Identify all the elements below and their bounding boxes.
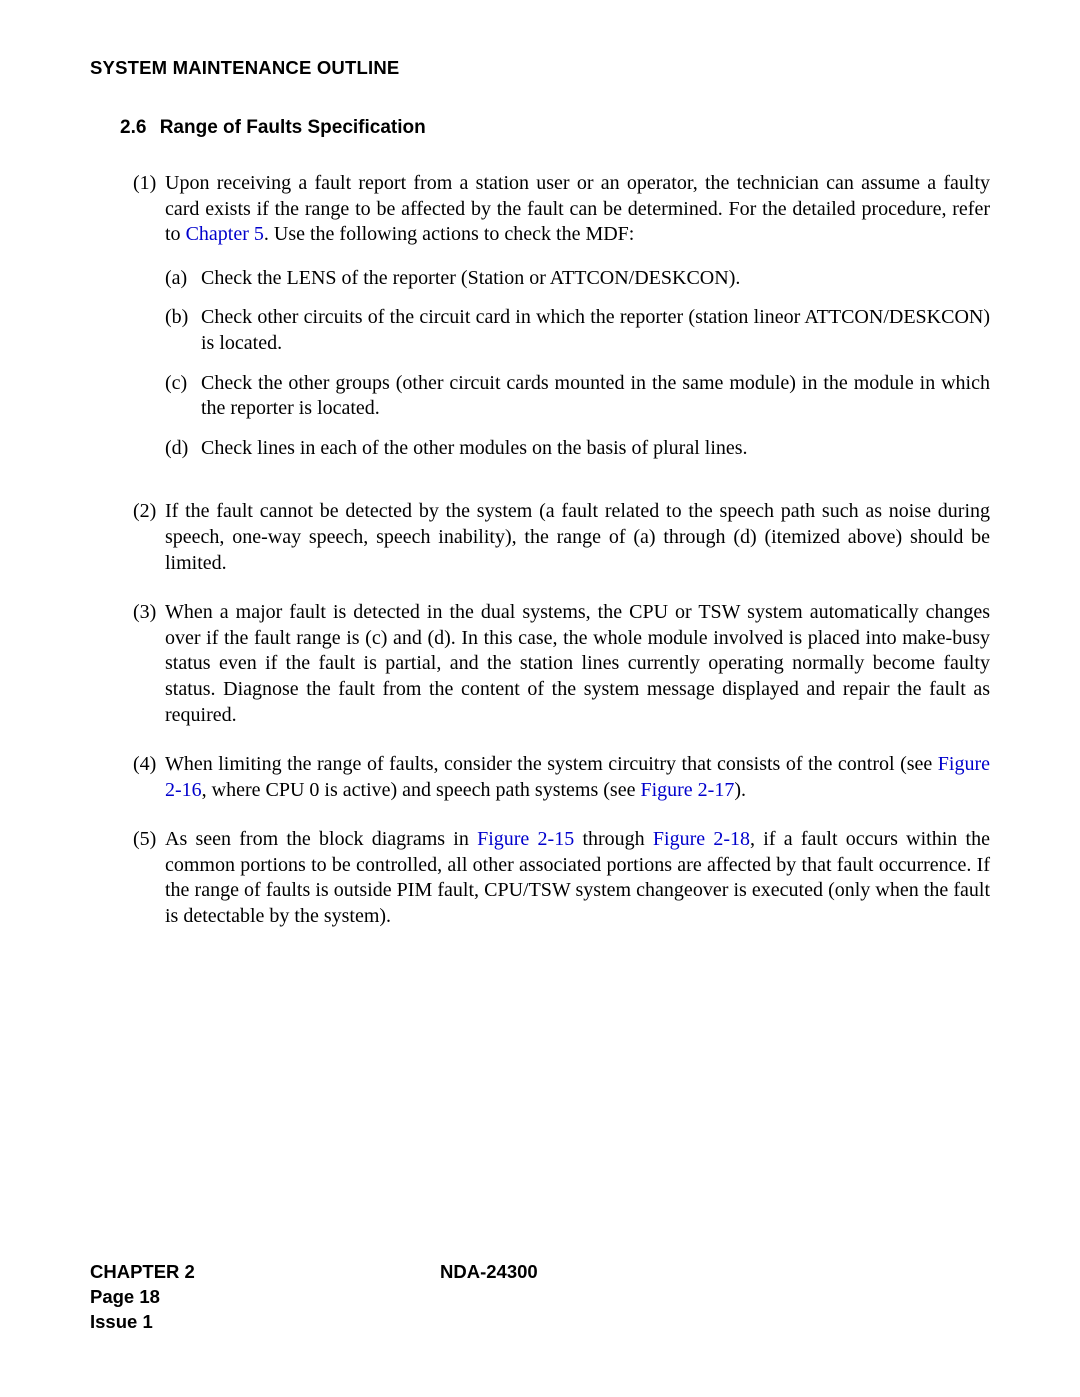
item-letter: (b) [165,305,201,356]
list-item: (3) When a major fault is detected in th… [133,600,990,728]
list-item: (d) Check lines in each of the other mod… [165,436,990,462]
cross-ref-link[interactable]: Chapter 5 [186,223,264,245]
list-item: (c) Check the other groups (other circui… [165,371,990,422]
list-item: (4) When limiting the range of faults, c… [133,752,990,803]
item-number: (1) [133,171,165,475]
footer-page: Page 18 [90,1285,990,1310]
text-run: , where CPU 0 is active) and speech path… [202,779,641,801]
alpha-list: (a) Check the LENS of the reporter (Stat… [165,266,990,462]
text-run: As seen from the block diagrams in [165,828,477,850]
item-text: When a major fault is detected in the du… [165,600,990,728]
section-heading: 2.6 Range of Faults Specification [120,117,990,139]
item-number: (3) [133,600,165,728]
item-number: (4) [133,752,165,803]
list-item: (1) Upon receiving a fault report from a… [133,171,990,475]
item-text: As seen from the block diagrams in Figur… [165,827,990,929]
item-text: If the fault cannot be detected by the s… [165,499,990,576]
document-page: SYSTEM MAINTENANCE OUTLINE 2.6 Range of … [0,0,1080,1397]
footer-issue: Issue 1 [90,1310,990,1335]
item-letter: (d) [165,436,201,462]
cross-ref-link[interactable]: Figure 2-15 [477,828,574,850]
item-letter: (a) [165,266,201,292]
footer-doc-id: NDA-24300 [440,1260,538,1285]
section-number: 2.6 [120,117,146,139]
item-number: (5) [133,827,165,929]
list-item: (2) If the fault cannot be detected by t… [133,499,990,576]
list-item: (5) As seen from the block diagrams in F… [133,827,990,929]
section-title: Range of Faults Specification [160,117,426,138]
item-letter: (c) [165,371,201,422]
item-text: When limiting the range of faults, consi… [165,752,990,803]
body-text: (1) Upon receiving a fault report from a… [90,171,990,930]
text-run: through [574,828,653,850]
cross-ref-link[interactable]: Figure 2-18 [653,828,750,850]
cross-ref-link[interactable]: Figure 2-17 [640,779,734,801]
list-item: (a) Check the LENS of the reporter (Stat… [165,266,990,292]
running-header: SYSTEM MAINTENANCE OUTLINE [90,57,990,79]
item-text: Upon receiving a fault report from a sta… [165,171,990,475]
page-footer: CHAPTER 2 NDA-24300 Page 18 Issue 1 [90,1260,990,1335]
item-text: Check lines in each of the other modules… [201,436,990,462]
footer-chapter: CHAPTER 2 [90,1260,990,1285]
item-number: (2) [133,499,165,576]
list-item: (b) Check other circuits of the circuit … [165,305,990,356]
text-run: ). [734,779,746,801]
text-run: When limiting the range of faults, consi… [165,753,938,775]
text-run: . Use the following actions to check the… [264,223,635,245]
item-text: Check other circuits of the circuit card… [201,305,990,356]
item-text: Check the other groups (other circuit ca… [201,371,990,422]
item-text: Check the LENS of the reporter (Station … [201,266,990,292]
